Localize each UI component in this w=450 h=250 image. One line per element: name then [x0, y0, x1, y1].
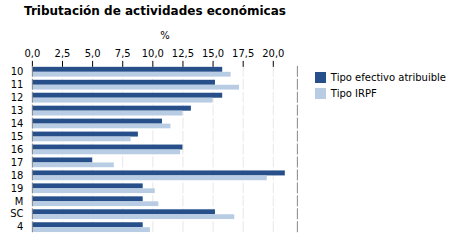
- svg-text:2,5: 2,5: [55, 48, 71, 59]
- svg-text:SC: SC: [10, 208, 23, 219]
- svg-text:20,0: 20,0: [262, 48, 284, 59]
- svg-text:M: M: [15, 196, 24, 207]
- svg-text:11: 11: [11, 79, 24, 90]
- svg-text:17,5: 17,5: [232, 48, 254, 59]
- svg-text:12,5: 12,5: [172, 48, 194, 59]
- svg-text:7,5: 7,5: [115, 48, 131, 59]
- svg-text:5,0: 5,0: [85, 48, 101, 59]
- svg-text:18: 18: [11, 170, 24, 181]
- svg-text:13: 13: [11, 105, 24, 116]
- svg-text:15,0: 15,0: [202, 48, 224, 59]
- svg-text:4: 4: [17, 221, 23, 232]
- svg-text:14: 14: [11, 118, 24, 129]
- html-text:Tipo IRPF: Tipo IRPF: [330, 88, 377, 99]
- svg-text:12: 12: [11, 92, 24, 103]
- svg-text:17: 17: [11, 157, 24, 168]
- svg-text:%: %: [160, 30, 169, 41]
- svg-text:16: 16: [11, 144, 24, 155]
- html-text:Tipo efectivo atribuible: Tipo efectivo atribuible: [330, 72, 446, 83]
- svg-text:0,0: 0,0: [24, 48, 40, 59]
- svg-text:19: 19: [11, 183, 24, 194]
- svg-text:10: 10: [11, 66, 24, 77]
- svg-text:10,0: 10,0: [142, 48, 164, 59]
- svg-text:15: 15: [11, 131, 24, 142]
- html-text:Tributación de actividades eco: Tributación de actividades económicas: [24, 4, 286, 18]
